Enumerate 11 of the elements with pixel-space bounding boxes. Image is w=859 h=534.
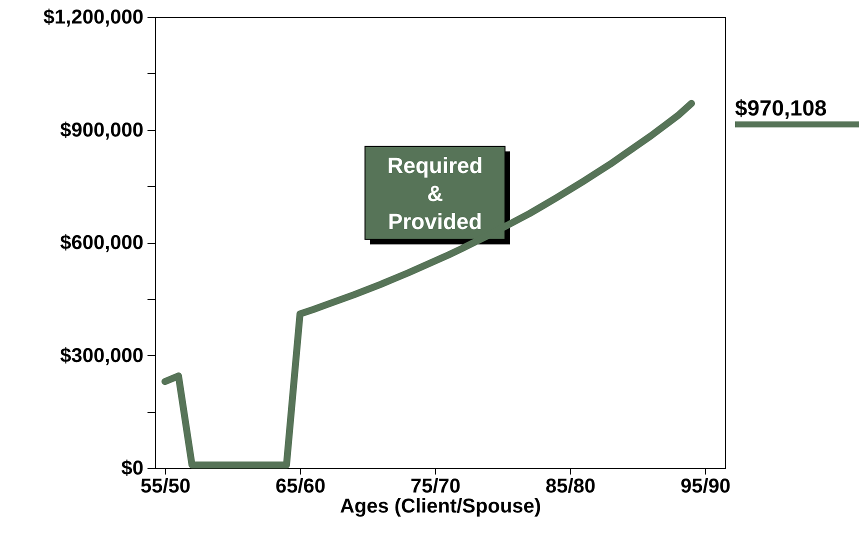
y-tick-label: $900,000 <box>60 119 144 142</box>
x-tick-label: 85/80 <box>545 476 596 498</box>
y-tick-label: $600,000 <box>60 232 144 254</box>
y-tick-label: $1,200,000 <box>43 6 144 28</box>
y-tick-label: $300,000 <box>60 344 144 367</box>
text: $970,108 <box>735 95 827 120</box>
x-tick-label: 95/90 <box>680 476 731 498</box>
x-tick-label: 75/70 <box>410 476 461 498</box>
x-axis-title: Ages (Client/Spouse) <box>340 496 542 518</box>
x-tick-label: 65/60 <box>275 476 326 498</box>
annotation: Required & Provided <box>387 152 483 234</box>
